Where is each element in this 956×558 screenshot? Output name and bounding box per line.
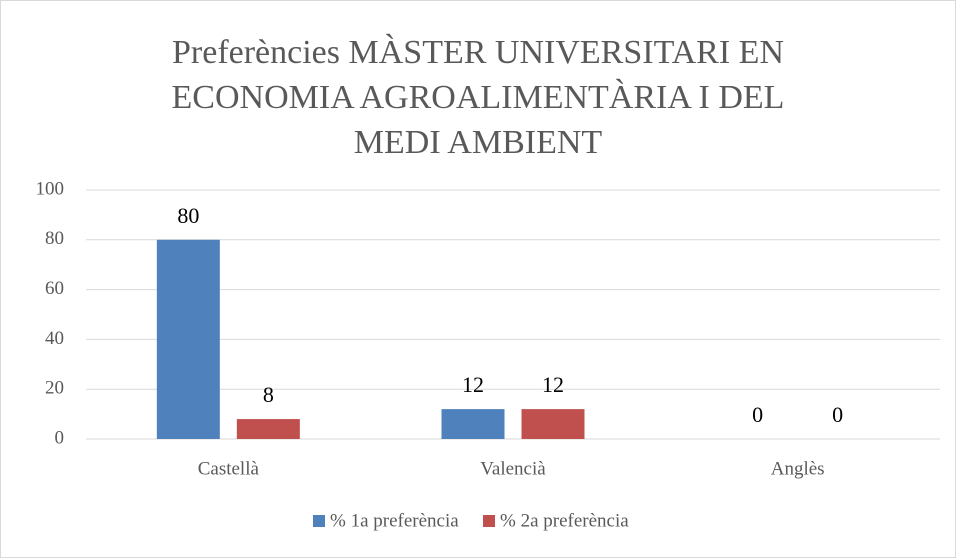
chart-title: Preferències MÀSTER UNIVERSITARI EN ECON…: [171, 34, 785, 161]
bar: [156, 239, 220, 439]
bar: [521, 409, 585, 439]
legend-label: % 1a preferència: [330, 510, 459, 531]
data-label: 8: [263, 382, 274, 407]
bar: [441, 409, 505, 439]
y-tick-label: 0: [55, 427, 65, 448]
y-tick-label: 60: [45, 278, 64, 299]
x-tick-label: Castellà: [198, 458, 260, 479]
y-tick-label: 80: [45, 228, 64, 249]
y-tick-label: 20: [45, 378, 64, 399]
legend-swatch: [313, 515, 325, 527]
legend-swatch: [483, 515, 495, 527]
x-tick-label: Anglès: [771, 458, 825, 479]
x-tick-label: Valencià: [480, 458, 546, 479]
data-label: 12: [542, 372, 564, 397]
data-label: 12: [462, 372, 484, 397]
data-label: 0: [752, 402, 763, 427]
legend-label: % 2a preferència: [500, 510, 629, 531]
y-tick-label: 40: [45, 328, 64, 349]
data-label: 80: [177, 203, 199, 228]
y-tick-label: 100: [36, 178, 65, 199]
data-label: 0: [832, 402, 843, 427]
bar: [236, 419, 300, 439]
